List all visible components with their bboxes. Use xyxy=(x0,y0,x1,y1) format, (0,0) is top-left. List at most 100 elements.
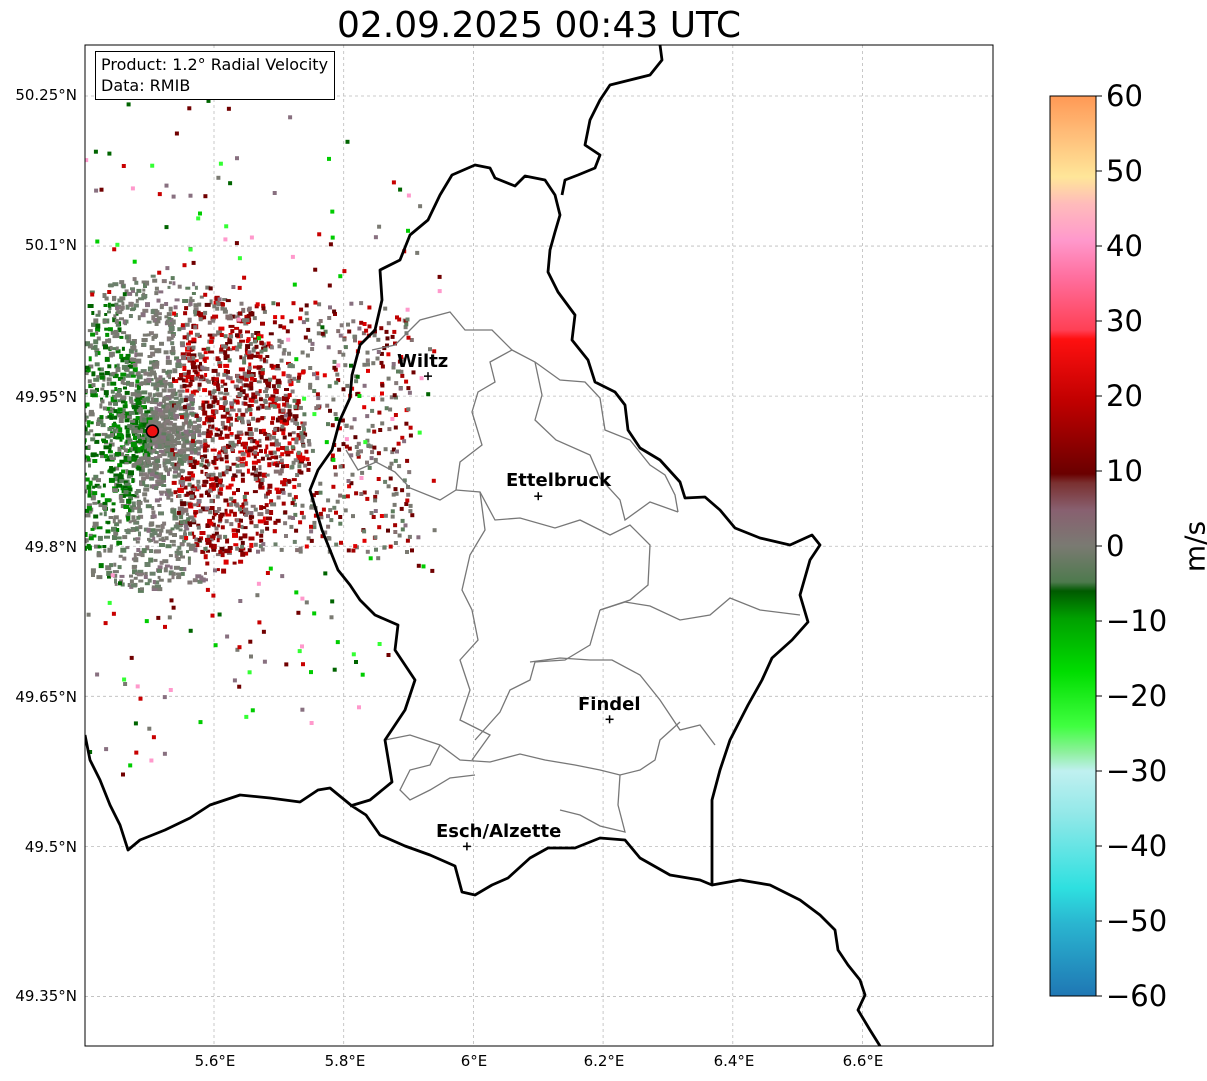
velocity-echo-pixel xyxy=(276,302,280,307)
velocity-echo-pixel xyxy=(274,455,279,460)
velocity-echo-pixel xyxy=(239,355,243,360)
velocity-echo-pixel xyxy=(135,434,140,439)
velocity-echo-pixel xyxy=(296,378,301,383)
velocity-echo-pixel xyxy=(280,414,285,420)
velocity-echo-pixel xyxy=(80,500,83,505)
velocity-echo-pixel xyxy=(144,443,150,449)
velocity-echo-pixel xyxy=(133,429,140,434)
velocity-echo-pixel xyxy=(29,350,34,354)
velocity-echo-pixel xyxy=(184,395,189,400)
velocity-echo-pixel xyxy=(63,524,66,529)
velocity-echo-pixel xyxy=(180,324,186,330)
velocity-echo-pixel xyxy=(292,539,297,544)
velocity-echo-pixel xyxy=(396,441,401,446)
velocity-echo-pixel xyxy=(154,376,157,380)
velocity-echo-pixel xyxy=(158,511,164,516)
velocity-echo-pixel xyxy=(365,358,370,363)
velocity-echo-pixel xyxy=(228,413,232,417)
velocity-echo-pixel xyxy=(207,333,214,337)
velocity-echo-pixel xyxy=(365,350,370,355)
velocity-echo-pixel xyxy=(134,527,138,532)
velocity-echo-pixel xyxy=(93,149,98,154)
velocity-echo-pixel xyxy=(259,533,264,538)
velocity-echo-pixel xyxy=(133,520,140,525)
velocity-echo-pixel xyxy=(202,388,208,393)
velocity-echo-pixel xyxy=(406,407,411,412)
velocity-echo-pixel xyxy=(104,327,109,331)
velocity-echo-pixel xyxy=(27,371,31,375)
velocity-echo-pixel xyxy=(64,438,67,441)
velocity-echo-pixel xyxy=(168,306,173,312)
velocity-echo-pixel xyxy=(168,421,173,426)
velocity-echo-pixel xyxy=(26,489,30,493)
velocity-echo-pixel xyxy=(50,434,55,438)
velocity-echo-pixel xyxy=(267,462,272,468)
velocity-echo-pixel xyxy=(191,473,195,478)
map-gridlines xyxy=(85,45,993,1046)
velocity-echo-pixel xyxy=(134,750,139,755)
velocity-echo-pixel xyxy=(203,578,208,582)
velocity-echo-pixel xyxy=(248,446,254,452)
velocity-echo-pixel xyxy=(284,388,289,391)
velocity-echo-pixel xyxy=(349,453,354,458)
velocity-echo-pixel xyxy=(299,457,304,462)
velocity-echo-pixel xyxy=(203,310,208,315)
velocity-echo-pixel xyxy=(283,521,288,526)
velocity-echo-pixel xyxy=(167,316,172,320)
velocity-echo-pixel xyxy=(65,359,70,363)
velocity-echo-pixel xyxy=(63,428,68,433)
velocity-echo-pixel xyxy=(119,459,125,464)
velocity-echo-pixel xyxy=(155,528,160,532)
velocity-echo-pixel xyxy=(232,511,237,517)
velocity-echo-pixel xyxy=(327,316,332,320)
velocity-echo-pixel xyxy=(169,407,176,412)
velocity-echo-pixel xyxy=(216,387,221,392)
velocity-echo-pixel xyxy=(298,546,303,551)
velocity-echo-pixel xyxy=(181,431,186,436)
velocity-echo-pixel xyxy=(174,298,180,302)
velocity-echo-pixel xyxy=(346,548,351,553)
velocity-echo-pixel xyxy=(158,464,162,469)
velocity-echo-pixel xyxy=(223,237,228,242)
velocity-echo-pixel xyxy=(66,433,71,438)
velocity-echo-pixel xyxy=(217,507,222,511)
velocity-echo-pixel xyxy=(198,720,203,725)
velocity-echo-pixel xyxy=(206,379,211,384)
velocity-echo-pixel xyxy=(235,518,240,523)
velocity-echo-pixel xyxy=(270,364,277,370)
velocity-echo-pixel xyxy=(87,493,92,498)
velocity-echo-pixel xyxy=(47,370,52,374)
velocity-echo-pixel xyxy=(325,403,330,408)
velocity-echo-pixel xyxy=(97,485,102,489)
radar-velocity-echoes xyxy=(26,98,442,777)
velocity-echo-pixel xyxy=(187,440,194,445)
velocity-echo-pixel xyxy=(122,292,127,297)
velocity-echo-pixel xyxy=(253,476,258,481)
velocity-echo-pixel xyxy=(273,389,278,394)
velocity-echo-pixel xyxy=(183,412,189,418)
velocity-echo-pixel xyxy=(301,443,306,448)
velocity-echo-pixel xyxy=(180,352,186,357)
velocity-echo-pixel xyxy=(263,400,268,405)
velocity-echo-pixel xyxy=(103,621,108,626)
velocity-echo-pixel xyxy=(227,546,233,550)
velocity-echo-pixel xyxy=(327,156,331,161)
velocity-echo-pixel xyxy=(39,370,43,374)
velocity-echo-pixel xyxy=(90,437,96,442)
velocity-echo-pixel xyxy=(150,382,157,387)
velocity-echo-pixel xyxy=(153,441,158,446)
velocity-echo-pixel xyxy=(158,449,164,453)
velocity-echo-pixel xyxy=(196,446,201,451)
velocity-echo-pixel xyxy=(130,341,135,346)
velocity-echo-pixel xyxy=(235,400,240,405)
velocity-echo-pixel xyxy=(209,506,215,510)
velocity-echo-pixel xyxy=(283,510,288,515)
velocity-echo-pixel xyxy=(67,451,72,456)
velocity-echo-pixel xyxy=(131,501,136,507)
velocity-echo-pixel xyxy=(53,411,57,415)
velocity-echo-pixel xyxy=(143,371,149,376)
velocity-echo-pixel xyxy=(173,391,178,396)
velocity-echo-pixel xyxy=(47,333,52,338)
velocity-echo-pixel xyxy=(43,325,49,330)
velocity-echo-pixel xyxy=(199,575,204,581)
